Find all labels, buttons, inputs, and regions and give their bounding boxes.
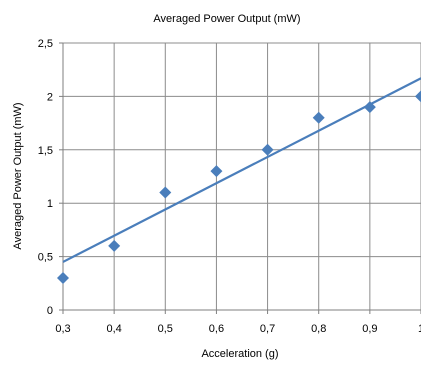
x-tick-label: 0,5 bbox=[158, 323, 173, 335]
trendline bbox=[62, 77, 421, 263]
data-point bbox=[415, 90, 421, 103]
x-tick-label: 0,4 bbox=[106, 323, 121, 335]
data-point bbox=[108, 239, 121, 252]
x-tick-label: 0,9 bbox=[362, 323, 377, 335]
y-tick-label: 2 bbox=[47, 91, 53, 103]
y-tick-label: 1,5 bbox=[38, 145, 53, 157]
tick-labels: 0,3 0,4 0,5 0,6 0,7 0,8 0,9 1 0 0,5 1 1,5 2 2,5 bbox=[38, 38, 421, 335]
data-point bbox=[261, 143, 274, 156]
x-tick-label: 0,3 bbox=[55, 323, 70, 335]
x-tick-label: 0,6 bbox=[209, 323, 224, 335]
data-point bbox=[363, 101, 376, 114]
y-tick-label: 2,5 bbox=[38, 38, 53, 50]
y-tick-label: 0,5 bbox=[38, 252, 53, 264]
chart-title: Averaged Power Output (mW) bbox=[153, 13, 300, 25]
y-tick-label: 1 bbox=[47, 198, 53, 210]
x-tick-label: 0,8 bbox=[311, 323, 326, 335]
data-point bbox=[159, 186, 172, 199]
x-tick-label: 1 bbox=[418, 323, 421, 335]
trendline-group bbox=[62, 77, 421, 263]
data-point bbox=[57, 271, 69, 284]
data-point bbox=[210, 165, 223, 178]
data-point bbox=[312, 111, 325, 124]
y-axis-label: Averaged Power Output (mW) bbox=[12, 102, 24, 249]
y-tick-label: 0 bbox=[47, 305, 53, 317]
axes bbox=[59, 42, 421, 314]
data-points bbox=[57, 90, 421, 284]
x-tick-label: 0,7 bbox=[260, 323, 275, 335]
x-axis-label: Acceleration (g) bbox=[201, 348, 278, 360]
gridlines bbox=[63, 42, 421, 310]
